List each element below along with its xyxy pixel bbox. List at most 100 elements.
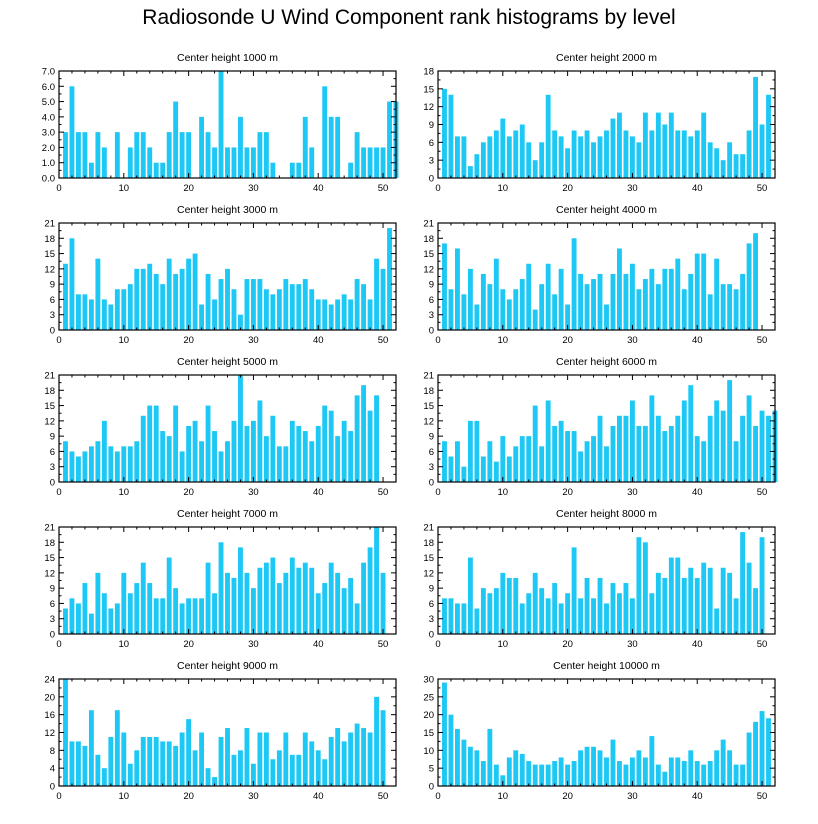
histogram-bar (341, 741, 347, 786)
histogram-bar (591, 746, 596, 786)
histogram-bar (238, 375, 243, 482)
histogram-bar (276, 289, 282, 330)
histogram-bar (380, 268, 386, 330)
histogram-bar (335, 116, 341, 178)
histogram-bar (662, 431, 668, 482)
x-tick-label: 10 (119, 335, 130, 346)
histogram-bar (694, 253, 700, 330)
y-tick-label: 9 (429, 432, 434, 443)
histogram-bar (480, 142, 486, 178)
histogram-bar (244, 572, 250, 634)
histogram-bar (571, 547, 577, 634)
histogram-bar (263, 132, 269, 178)
histogram-bar (244, 425, 250, 482)
y-tick-label: 12 (423, 416, 434, 427)
histogram-bar (186, 132, 192, 178)
histogram-bar (714, 400, 720, 482)
histogram-bar (309, 289, 315, 330)
histogram-bar (101, 147, 107, 178)
histogram-bar (578, 273, 584, 330)
histogram-bar (532, 309, 538, 330)
histogram-bar (179, 132, 185, 178)
histogram-bar (367, 732, 373, 786)
histogram-bar (173, 405, 179, 482)
histogram-bar (565, 764, 571, 786)
histogram-bar (688, 750, 694, 786)
histogram-bar (740, 415, 746, 482)
histogram-bar (328, 562, 334, 634)
histogram-bar (727, 572, 733, 634)
histogram-bar (707, 567, 713, 634)
histogram-panel: Center height 7000 m 0 10 20 30 40 50 0 3 6 9 12 15 1… (44, 508, 397, 650)
x-tick-label: 40 (692, 639, 703, 650)
x-tick-label: 30 (248, 183, 259, 194)
y-tick-label: 6 (50, 447, 55, 458)
histogram-bar (694, 761, 700, 786)
histogram-bar (629, 136, 635, 178)
y-tick-label: 18 (423, 386, 434, 397)
histogram-bar (694, 130, 700, 178)
histogram-bar (173, 588, 179, 634)
y-tick-label: 6 (429, 599, 434, 610)
histogram-bar (578, 750, 584, 786)
histogram-bar (380, 147, 386, 178)
histogram-bar (617, 248, 622, 330)
histogram-bar (480, 588, 486, 634)
histogram-bar (675, 557, 681, 634)
histogram-bar (335, 299, 341, 330)
histogram-bar (296, 425, 302, 482)
y-tick-label: 30 (423, 675, 434, 686)
histogram-bar (127, 593, 133, 634)
histogram-bar (296, 754, 302, 786)
histogram-bar (315, 750, 321, 786)
histogram-bar (225, 268, 230, 330)
x-tick-label: 10 (119, 639, 130, 650)
histogram-bar (101, 768, 107, 786)
histogram-bar (649, 593, 655, 634)
histogram-bar (688, 273, 694, 330)
x-tick-label: 50 (378, 639, 389, 650)
histogram-bar (552, 294, 558, 330)
histogram-panel: Center height 9000 m 0 10 20 30 40 50 0 4 8 12 16 20… (44, 660, 397, 802)
histogram-bar (506, 299, 512, 330)
histogram-bar (597, 136, 603, 178)
x-tick-label: 30 (627, 183, 638, 194)
histogram-bar (212, 593, 217, 634)
histogram-bar (374, 527, 379, 634)
histogram-bar (212, 777, 217, 786)
histogram-bar (270, 557, 276, 634)
histogram-bar (455, 441, 460, 482)
histogram-bar (584, 284, 590, 330)
histogram-bar (539, 284, 545, 330)
histogram-bar (506, 456, 512, 482)
histogram-bar (192, 420, 198, 482)
histogram-bar (467, 746, 473, 786)
histogram-bar (238, 750, 243, 786)
x-tick-label: 0 (56, 335, 61, 346)
y-tick-label: 6 (429, 295, 434, 306)
histogram-bar (309, 567, 315, 634)
y-tick-label: 15 (44, 553, 55, 564)
histogram-bar (461, 136, 467, 178)
histogram-bar (302, 116, 308, 178)
panel-title: Center height 3000 m (177, 204, 278, 216)
histogram-bar (88, 613, 94, 634)
histogram-bar (629, 263, 635, 330)
histogram-bar (519, 753, 525, 786)
y-tick-label: 3 (429, 462, 434, 473)
histogram-bar (160, 431, 166, 482)
histogram-bar (127, 446, 133, 482)
histogram-bar (526, 761, 532, 786)
y-tick-label: 15 (44, 401, 55, 412)
histogram-bar (746, 732, 752, 786)
histogram-bar (545, 598, 551, 634)
histogram-bar (263, 732, 269, 786)
histogram-bar (387, 101, 392, 178)
histogram-bar (545, 400, 551, 482)
x-tick-label: 10 (498, 183, 509, 194)
histogram-bar (513, 130, 519, 178)
histogram-bar (302, 279, 308, 330)
histogram-bar (134, 132, 140, 178)
histogram-bar (335, 728, 341, 786)
histogram-bar (675, 258, 681, 330)
